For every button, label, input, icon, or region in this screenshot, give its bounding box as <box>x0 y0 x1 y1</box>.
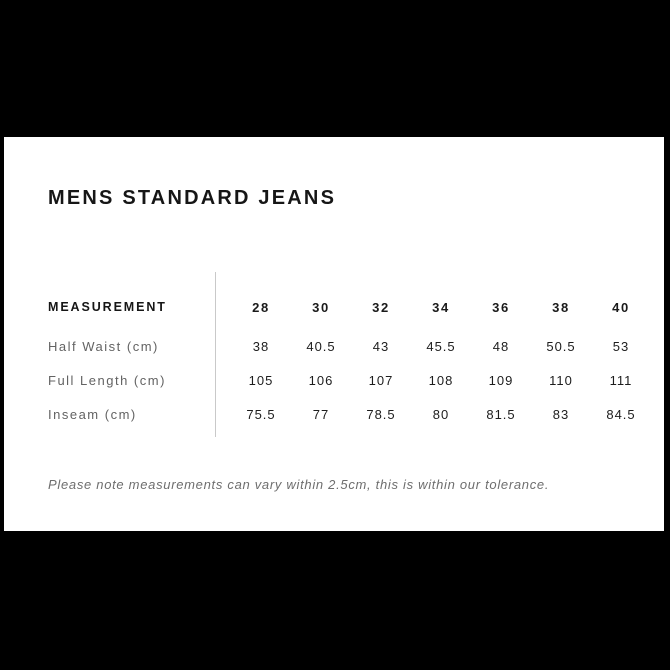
measurement-value: 110 <box>549 372 573 388</box>
size-chart-modal: MENS STANDARD JEANS MEASUREMENT 28 30 32 34… <box>4 137 664 531</box>
table-body: Half Waist (cm) 38 40.5 43 45.5 48 50.5 53 Full … <box>48 329 651 431</box>
measurement-value: 75.5 <box>246 406 276 422</box>
measurement-value: 43 <box>372 338 390 354</box>
measurement-value: 83 <box>552 406 570 422</box>
measurement-value: 105 <box>248 372 274 388</box>
measurement-value: 108 <box>428 372 454 388</box>
modal-title: MENS STANDARD JEANS <box>48 187 337 209</box>
measurement-value: 78.5 <box>366 406 396 422</box>
row-label: Inseam (cm) <box>48 406 137 422</box>
measurement-value: 84.5 <box>606 406 636 422</box>
measurement-header-label: MEASUREMENT <box>48 300 167 314</box>
measurement-value: 107 <box>368 372 394 388</box>
row-label: Full Length (cm) <box>48 372 166 388</box>
measurement-value: 50.5 <box>546 338 576 354</box>
size-table: MEASUREMENT 28 30 32 34 36 38 40 Half Waist (c… <box>48 272 651 437</box>
table-row: Half Waist (cm) 38 40.5 43 45.5 48 50.5 53 <box>48 329 651 363</box>
measurement-value: 48 <box>492 338 510 354</box>
table-row: Full Length (cm) 105 106 107 108 109 110 111 <box>48 363 651 397</box>
measurement-value: 80 <box>432 406 450 422</box>
row-label: Half Waist (cm) <box>48 338 159 354</box>
measurement-value: 111 <box>609 372 633 388</box>
measurement-value: 106 <box>308 372 334 388</box>
size-column-header: 38 <box>552 299 570 315</box>
measurement-value: 109 <box>488 372 514 388</box>
size-column-header: 32 <box>372 299 390 315</box>
size-column-header: 30 <box>312 299 330 315</box>
measurement-value: 40.5 <box>306 338 336 354</box>
column-divider <box>215 272 216 437</box>
table-header-row: MEASUREMENT 28 30 32 34 36 38 40 <box>48 285 651 329</box>
measurement-value: 77 <box>312 406 330 422</box>
size-column-header: 28 <box>252 299 270 315</box>
tolerance-note: Please note measurements can vary within… <box>48 477 550 492</box>
table-row: Inseam (cm) 75.5 77 78.5 80 81.5 83 84.5 <box>48 397 651 431</box>
size-column-header: 36 <box>492 299 510 315</box>
size-column-header: 40 <box>612 299 630 315</box>
measurement-value: 81.5 <box>486 406 516 422</box>
measurement-value: 53 <box>612 338 630 354</box>
measurement-value: 45.5 <box>426 338 456 354</box>
size-column-header: 34 <box>432 299 450 315</box>
measurement-value: 38 <box>252 338 270 354</box>
